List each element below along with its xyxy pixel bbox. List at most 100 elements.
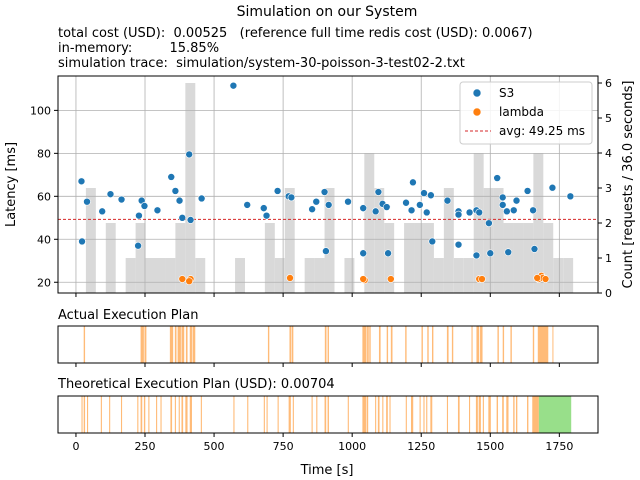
theoretical-plan-bar — [148, 396, 150, 433]
histogram-bar — [513, 223, 524, 293]
actual-plan-frame — [57, 325, 599, 364]
actual-plan-bar — [405, 326, 407, 363]
actual-plan-bar — [140, 326, 144, 363]
histogram-bar — [304, 258, 315, 293]
actual-plan-bar — [289, 326, 292, 363]
y-tick-label: 60 — [37, 190, 51, 203]
s3-point — [498, 201, 507, 209]
theoretical-plan-bar — [185, 396, 188, 433]
s3-point — [472, 251, 481, 260]
histogram-bar — [473, 153, 484, 293]
theoretical-plan-green-bar — [538, 396, 572, 433]
lambda-point — [178, 275, 187, 283]
s3-point — [420, 189, 428, 197]
s3-point — [374, 188, 383, 196]
histogram-bar — [185, 83, 196, 293]
theoretical-plan-bar — [137, 396, 139, 433]
s3-point — [509, 206, 518, 215]
histogram-bar — [443, 188, 454, 293]
theoretical-plan-bar — [496, 396, 499, 433]
s3-point — [475, 208, 484, 217]
lambda-point — [185, 277, 194, 285]
s3-point — [135, 211, 143, 220]
histogram-bar — [314, 258, 325, 293]
lambda-point — [387, 275, 395, 283]
histogram-bar — [125, 258, 136, 293]
request-count-histogram — [85, 83, 574, 293]
s3-point — [186, 216, 195, 224]
theoretical-plan-bar — [446, 396, 449, 433]
y2-tick-label: 1 — [605, 252, 612, 265]
s3-point — [503, 207, 511, 216]
theoretical-plan-bar — [277, 396, 279, 433]
theoretical-x-axis-ticks: 0 250 500 750 1000 1250 1500 1750 — [72, 433, 573, 453]
chart-title: Simulation on our System — [237, 4, 418, 20]
histogram-bar — [543, 223, 554, 293]
theoretical-plan-bar — [247, 396, 249, 433]
x-axis-label: Time [s] — [300, 463, 354, 478]
s3-point — [185, 150, 194, 159]
actual-plan-bar — [386, 326, 389, 363]
s3-point — [153, 206, 162, 215]
theoretical-plan-bar — [263, 396, 265, 433]
actual-plan-bar — [421, 326, 423, 363]
theoretical-plan-bar — [527, 396, 529, 433]
s3-point — [77, 177, 86, 186]
x-tick-label: 1250 — [407, 440, 435, 453]
actual-plan-bar — [497, 326, 499, 363]
s3-point — [178, 214, 187, 222]
y-tick-label: 80 — [37, 147, 51, 160]
s3-point — [312, 197, 321, 206]
s3-point — [117, 195, 126, 204]
theoretical-plan-bar — [140, 396, 143, 433]
info-in-memory: in-memory: 15.85% — [58, 41, 219, 56]
theoretical-plan-bar — [366, 396, 369, 433]
y2-tick-label: 2 — [605, 217, 612, 230]
info-trace: simulation trace: simulation/system-30-p… — [58, 56, 465, 71]
legend-lambda-marker — [472, 107, 482, 117]
theoretical-plan-bar — [100, 396, 102, 433]
actual-plan-bar — [192, 326, 196, 363]
histogram-bar — [374, 188, 385, 293]
theoretical-plan-bar — [532, 396, 539, 433]
actual-plan-title: Actual Execution Plan — [58, 308, 198, 323]
s3-point — [529, 206, 537, 215]
legend-s3-marker — [472, 88, 482, 98]
actual-plan-bar — [427, 326, 429, 363]
s3-point — [324, 201, 333, 209]
legend-box — [459, 81, 593, 145]
histogram-bar — [553, 258, 564, 293]
actual-plan-bar — [552, 326, 554, 363]
histogram-bar — [85, 188, 96, 293]
theoretical-plan-bar — [426, 396, 428, 433]
actual-plan-bar — [362, 326, 367, 363]
histogram-bar — [324, 188, 335, 293]
histogram-bar — [155, 258, 166, 293]
actual-plan-bar — [367, 326, 369, 363]
main-x-axis-ticks — [75, 293, 560, 297]
s3-point — [428, 237, 437, 246]
theoretical-plan-bar — [174, 396, 176, 433]
x-tick-label: 1500 — [476, 440, 504, 453]
actual-plan-bar — [324, 326, 327, 363]
actual-plan-bar — [471, 326, 473, 363]
theoretical-plan-bar — [120, 396, 123, 433]
s3-point — [167, 173, 176, 181]
actual-plan-bars — [83, 326, 554, 363]
theoretical-plan-bar — [87, 396, 89, 433]
theoretical-plan-bar — [81, 396, 83, 433]
histogram-bar — [503, 223, 514, 293]
s3-point — [134, 241, 142, 250]
actual-plan-bar — [291, 326, 294, 363]
theoretical-plan-bar — [389, 396, 391, 433]
actual-plan-bar — [177, 326, 181, 363]
actual-plan-bar — [476, 326, 480, 363]
y2-axis-label: Count [requests / 36.0 seconds] — [621, 81, 636, 289]
actual-plan-bar — [327, 326, 329, 363]
theoretical-plan-title: Theoretical Execution Plan (USD): 0.0070… — [57, 377, 335, 392]
theoretical-plan-bar — [347, 396, 349, 433]
theoretical-plan-bar — [292, 396, 294, 433]
histogram-bar — [274, 258, 285, 293]
s3-point — [384, 249, 392, 258]
lambda-point — [478, 275, 486, 283]
